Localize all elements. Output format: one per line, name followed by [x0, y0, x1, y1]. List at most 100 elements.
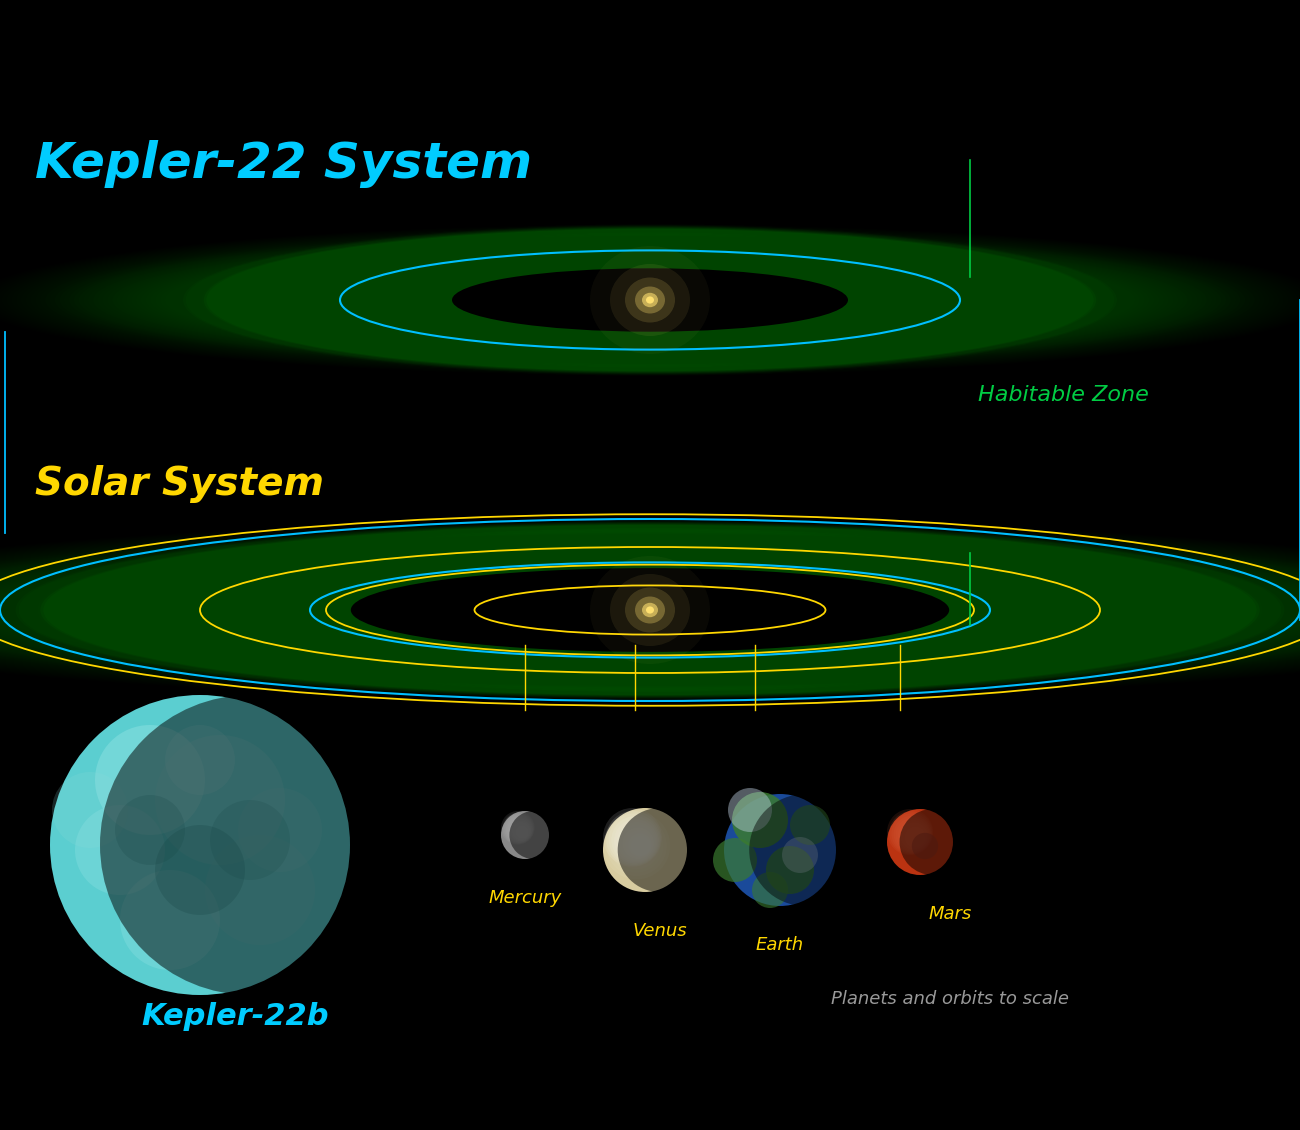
Ellipse shape	[196, 227, 1104, 373]
Ellipse shape	[217, 231, 1083, 370]
Circle shape	[75, 805, 165, 895]
Ellipse shape	[229, 551, 1071, 669]
Ellipse shape	[136, 243, 1164, 357]
Ellipse shape	[188, 546, 1112, 675]
Circle shape	[790, 805, 829, 845]
Circle shape	[911, 833, 939, 859]
Ellipse shape	[337, 250, 963, 350]
Ellipse shape	[0, 534, 1300, 685]
Ellipse shape	[53, 527, 1247, 694]
Ellipse shape	[240, 234, 1060, 366]
Ellipse shape	[381, 257, 919, 344]
Ellipse shape	[280, 241, 1021, 359]
Circle shape	[503, 812, 534, 844]
Ellipse shape	[370, 255, 930, 345]
Circle shape	[905, 827, 926, 849]
Circle shape	[608, 814, 659, 864]
Ellipse shape	[355, 253, 945, 347]
Circle shape	[732, 792, 788, 848]
Ellipse shape	[127, 242, 1173, 358]
Circle shape	[49, 695, 350, 996]
Ellipse shape	[266, 556, 1034, 663]
Text: Solar System: Solar System	[35, 466, 324, 503]
Circle shape	[500, 811, 549, 859]
Ellipse shape	[146, 539, 1154, 680]
Circle shape	[625, 831, 653, 858]
Ellipse shape	[139, 539, 1161, 681]
Ellipse shape	[96, 532, 1204, 687]
Ellipse shape	[65, 528, 1235, 692]
Ellipse shape	[99, 533, 1201, 687]
Circle shape	[900, 823, 928, 850]
Ellipse shape	[410, 261, 890, 339]
Ellipse shape	[277, 241, 1023, 359]
Ellipse shape	[27, 523, 1273, 697]
Circle shape	[510, 811, 558, 859]
Ellipse shape	[0, 544, 1300, 676]
Ellipse shape	[350, 252, 950, 348]
Ellipse shape	[130, 537, 1170, 683]
Ellipse shape	[358, 253, 942, 347]
Ellipse shape	[0, 544, 1300, 677]
Ellipse shape	[264, 556, 1036, 664]
Circle shape	[510, 819, 532, 842]
Ellipse shape	[43, 525, 1257, 695]
Ellipse shape	[282, 241, 1018, 359]
Ellipse shape	[142, 243, 1158, 357]
Circle shape	[620, 829, 654, 862]
Ellipse shape	[360, 253, 940, 347]
Ellipse shape	[207, 229, 1093, 371]
Ellipse shape	[376, 257, 924, 344]
Ellipse shape	[235, 551, 1065, 668]
Circle shape	[500, 811, 534, 844]
Ellipse shape	[0, 541, 1300, 679]
Circle shape	[889, 811, 932, 854]
Ellipse shape	[174, 544, 1126, 677]
Ellipse shape	[0, 536, 1300, 684]
Ellipse shape	[285, 242, 1015, 358]
Ellipse shape	[0, 545, 1300, 675]
Ellipse shape	[220, 232, 1080, 368]
Ellipse shape	[131, 242, 1169, 358]
Ellipse shape	[373, 255, 927, 345]
Ellipse shape	[339, 250, 961, 350]
Circle shape	[205, 835, 315, 945]
Circle shape	[603, 808, 686, 892]
Ellipse shape	[177, 544, 1123, 676]
Text: Mercury: Mercury	[489, 889, 562, 907]
Ellipse shape	[136, 538, 1164, 681]
Circle shape	[606, 816, 667, 876]
Ellipse shape	[642, 602, 658, 617]
Ellipse shape	[368, 255, 932, 345]
Ellipse shape	[0, 536, 1300, 685]
Ellipse shape	[412, 262, 888, 338]
Circle shape	[783, 837, 818, 873]
Ellipse shape	[114, 536, 1186, 685]
Circle shape	[120, 870, 220, 970]
Ellipse shape	[62, 528, 1238, 693]
Ellipse shape	[415, 262, 885, 338]
Ellipse shape	[204, 548, 1096, 672]
Ellipse shape	[316, 246, 984, 354]
Ellipse shape	[224, 550, 1076, 670]
Ellipse shape	[68, 529, 1232, 692]
Ellipse shape	[49, 525, 1251, 694]
Circle shape	[898, 820, 928, 851]
Ellipse shape	[194, 227, 1106, 373]
Ellipse shape	[87, 531, 1213, 689]
Ellipse shape	[329, 249, 971, 351]
Ellipse shape	[399, 260, 901, 340]
Ellipse shape	[121, 536, 1179, 684]
Circle shape	[892, 814, 931, 853]
Ellipse shape	[347, 252, 953, 348]
Ellipse shape	[311, 245, 989, 355]
Ellipse shape	[212, 229, 1088, 371]
Ellipse shape	[646, 607, 654, 614]
Circle shape	[506, 816, 533, 843]
Ellipse shape	[239, 553, 1061, 668]
Circle shape	[620, 825, 655, 860]
Ellipse shape	[134, 538, 1166, 683]
Circle shape	[887, 809, 933, 855]
Ellipse shape	[25, 522, 1275, 697]
Ellipse shape	[230, 233, 1070, 367]
